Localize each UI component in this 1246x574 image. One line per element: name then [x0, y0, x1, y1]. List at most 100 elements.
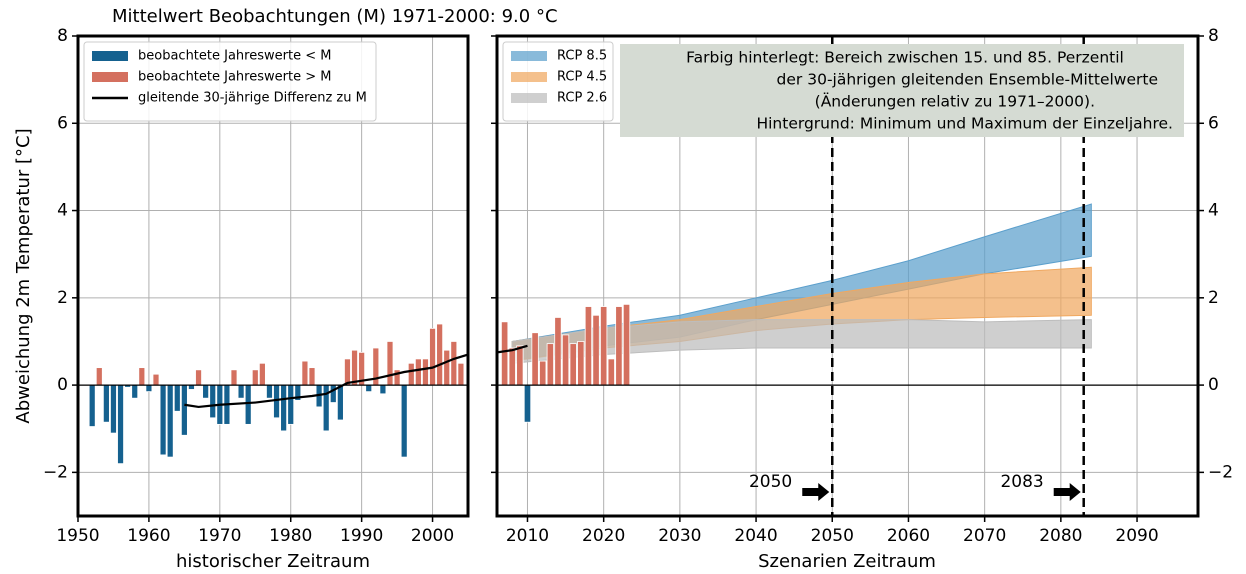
bar — [523, 384, 532, 423]
bar — [508, 347, 516, 386]
legend-swatch — [511, 72, 547, 82]
annotation-text: Hintergrund: Minimum und Maximum der Ein… — [756, 115, 1173, 133]
plot-area — [497, 203, 1198, 423]
legend-swatch — [511, 51, 547, 61]
panel-frame — [76, 34, 470, 518]
bar — [539, 360, 547, 386]
legend-label: RCP 2.6 — [557, 91, 607, 106]
bar — [266, 384, 273, 399]
plot-area — [78, 323, 468, 465]
bar — [546, 343, 554, 386]
legend-box — [83, 41, 377, 122]
bar — [457, 362, 465, 386]
bar — [173, 384, 181, 412]
bar — [308, 367, 316, 386]
y-tick-label: 2 — [1208, 288, 1219, 308]
bar — [152, 373, 160, 386]
x-tick-label: 2000 — [411, 526, 454, 546]
x-tick-label: 2070 — [963, 526, 1006, 546]
bar — [102, 384, 110, 423]
x-axis-label: Szenarien Zeitraum — [758, 551, 936, 572]
bar — [622, 303, 631, 386]
line — [497, 344, 528, 354]
y-tick-label: 4 — [57, 201, 68, 221]
y-tick-label: 4 — [1208, 201, 1219, 221]
marker-label: 2083 — [1000, 472, 1043, 492]
bar — [584, 306, 593, 386]
legend-label: RCP 8.5 — [557, 49, 607, 64]
legend-label: RCP 4.5 — [557, 70, 607, 85]
bar — [188, 384, 195, 390]
legend-swatch — [511, 93, 547, 103]
line — [184, 353, 468, 409]
legend-swatch — [92, 51, 128, 61]
bar — [237, 384, 245, 399]
bar — [202, 384, 210, 399]
bar — [131, 384, 139, 399]
bar — [450, 341, 458, 386]
panel: 1950 1960 1970 1980 1990 2000 −2 0 2 4 6 8 beobachte… — [43, 26, 470, 546]
bar — [117, 384, 124, 465]
bar — [180, 384, 188, 436]
x-tick-label: 1960 — [127, 526, 170, 546]
bar — [258, 362, 266, 386]
annotation-box — [620, 44, 1184, 137]
bar — [615, 306, 623, 386]
y-axis-label: Abweichung 2m Temperatur [°C] — [13, 128, 34, 423]
y-tick-label: 2 — [57, 288, 68, 308]
annotation-text: der 30-jährigen gleitenden Ensemble-Mitt… — [777, 71, 1158, 89]
bar — [287, 384, 295, 425]
legend-label: gleitende 30-jährige Differenz zu M — [138, 91, 367, 106]
x-tick-label: 2080 — [1039, 526, 1082, 546]
legend-swatch — [92, 72, 128, 82]
bar — [414, 358, 422, 386]
bar — [329, 384, 337, 403]
x-tick-label: 2040 — [734, 526, 777, 546]
annotation-text: (Änderungen relativ zu 1971–2000). — [815, 92, 1095, 111]
x-tick-label: 1990 — [340, 526, 383, 546]
bar — [251, 369, 259, 386]
y-tick-label: −2 — [1208, 462, 1233, 482]
bar — [138, 367, 146, 386]
bar — [400, 384, 408, 458]
y-tick-label: 6 — [1208, 113, 1219, 133]
bar — [145, 384, 153, 393]
bar — [88, 384, 96, 427]
marker-arrow — [802, 483, 830, 501]
bar — [95, 367, 103, 386]
y-tick-label: 0 — [1208, 375, 1219, 395]
band — [511, 319, 1092, 364]
legend-label: beobachtete Jahreswerte > M — [138, 70, 331, 85]
x-tick-label: 1980 — [269, 526, 312, 546]
panel: 2010 2020 2030 2040 2050 2060 2070 2080 2090 −2 0 2… — [491, 26, 1233, 546]
bar — [429, 327, 436, 386]
bar — [301, 360, 309, 386]
y-tick-label: 8 — [57, 26, 68, 46]
bar — [273, 384, 280, 419]
bar — [386, 341, 394, 386]
x-tick-label: 1950 — [56, 526, 99, 546]
bar — [365, 384, 373, 393]
bar — [561, 334, 570, 386]
bar — [110, 384, 117, 434]
legend-label: beobachtete Jahreswerte < M — [138, 49, 331, 64]
bar — [379, 384, 387, 395]
bar — [280, 384, 288, 432]
chart-title: Mittelwert Beobachtungen (M) 1971-2000: … — [112, 6, 558, 27]
y-tick-label: 8 — [1208, 26, 1219, 46]
bar — [344, 358, 351, 386]
bar — [195, 369, 202, 386]
x-tick-label: 2050 — [811, 526, 854, 546]
marker-arrow — [1053, 483, 1081, 501]
bar — [569, 343, 577, 386]
x-tick-label: 2090 — [1115, 526, 1158, 546]
y-tick-label: −2 — [43, 462, 68, 482]
bar — [336, 384, 344, 421]
bar — [351, 349, 358, 386]
bar — [577, 341, 585, 386]
bar — [531, 332, 539, 386]
bar — [607, 358, 615, 386]
bar — [500, 321, 509, 386]
y-tick-label: 0 — [57, 375, 68, 395]
